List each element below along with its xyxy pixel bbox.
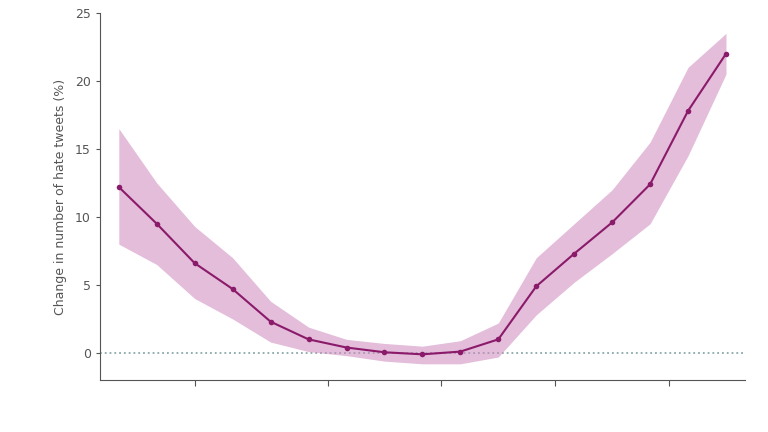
- Point: [379, 349, 391, 356]
- Point: [682, 108, 694, 114]
- Point: [454, 348, 466, 355]
- Point: [264, 318, 276, 325]
- Y-axis label: Change in number of hate tweets (%): Change in number of hate tweets (%): [54, 79, 67, 314]
- Point: [530, 283, 542, 290]
- Point: [151, 220, 163, 227]
- Point: [720, 50, 732, 57]
- Point: [303, 336, 315, 343]
- Point: [492, 336, 505, 343]
- Point: [189, 260, 201, 267]
- Point: [606, 219, 618, 226]
- Point: [113, 184, 125, 191]
- Point: [340, 344, 353, 351]
- Point: [416, 351, 429, 358]
- Point: [568, 250, 581, 257]
- Point: [644, 181, 656, 188]
- Point: [227, 286, 239, 292]
